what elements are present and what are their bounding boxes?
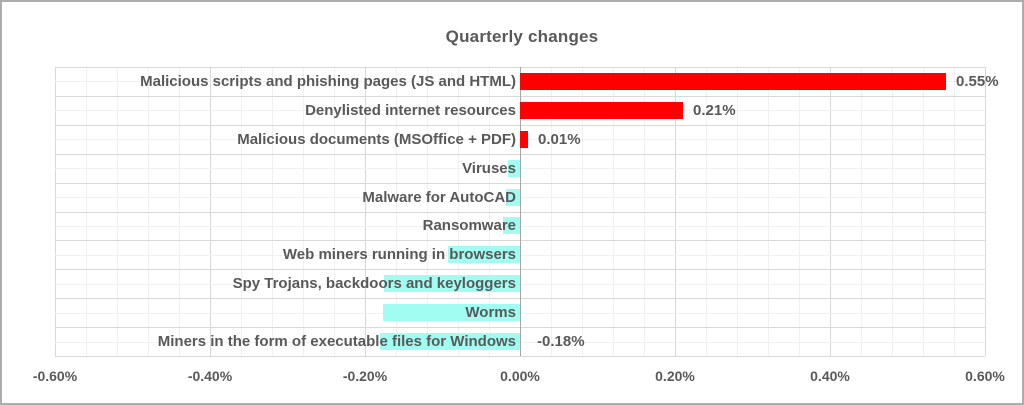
gridline-vertical-minor [706, 67, 707, 356]
gridline-vertical-minor [582, 67, 583, 356]
x-tick-label: -0.40% [187, 368, 233, 384]
gridline-vertical-minor [861, 67, 862, 356]
chart-bar [520, 102, 683, 119]
x-tick-label: 0.20% [655, 368, 695, 384]
category-label: Malicious scripts and phishing pages (JS… [140, 73, 516, 90]
gridline-vertical-minor [737, 67, 738, 356]
chart-bar [448, 246, 520, 263]
category-label: Worms [465, 304, 516, 321]
gridline-vertical-minor [272, 67, 273, 356]
gridline-vertical-major [985, 67, 986, 356]
chart-title: Quarterly changes [445, 27, 599, 46]
chart-bar [506, 189, 520, 206]
data-label: 0.01% [538, 131, 581, 148]
gridline-vertical-major [675, 67, 676, 356]
gridline-vertical-minor [489, 67, 490, 356]
gridline-vertical-minor [644, 67, 645, 356]
category-label: Viruses [462, 160, 516, 177]
x-tick-label: 0.00% [500, 368, 540, 384]
gridline-vertical-minor [768, 67, 769, 356]
chart-bar [520, 73, 946, 90]
gridline-vertical-minor [923, 67, 924, 356]
x-tick-label: -0.60% [32, 368, 78, 384]
category-label: Malware for AutoCAD [362, 189, 516, 206]
x-tick-label: -0.20% [342, 368, 388, 384]
gridline-vertical-minor [613, 67, 614, 356]
data-label: -0.18% [537, 333, 585, 350]
gridline-vertical-minor [148, 67, 149, 356]
gridline-vertical-minor [117, 67, 118, 356]
category-label: Miners in the form of executable files f… [157, 333, 516, 350]
data-label: 0.55% [956, 73, 999, 90]
gridline-vertical-minor [799, 67, 800, 356]
gridline-vertical-minor [458, 67, 459, 356]
gridline-vertical-major [55, 67, 56, 356]
x-tick-label: 0.60% [965, 368, 1005, 384]
chart-bar [503, 217, 520, 234]
data-label: 0.21% [693, 102, 736, 119]
chart-bar [508, 160, 520, 177]
x-axis: -0.60% -0.40% -0.20% 0.00% 0.20% 0.40% 0.60% [2, 366, 1022, 390]
gridline-vertical-minor [334, 67, 335, 356]
gridline-vertical-major [830, 67, 831, 356]
chart-bar [520, 131, 528, 148]
gridline-vertical-minor [892, 67, 893, 356]
category-label: Spy Trojans, backdoors and keyloggers [232, 275, 516, 292]
gridline-vertical-minor [86, 67, 87, 356]
category-label: Ransomware [422, 217, 516, 234]
gridline-vertical-minor [427, 67, 428, 356]
gridline-horizontal-major [55, 356, 985, 357]
gridline-vertical-minor [551, 67, 552, 356]
gridline-vertical-minor [241, 67, 242, 356]
gridline-vertical-minor [396, 67, 397, 356]
category-label: Web miners running in browsers [282, 246, 516, 263]
zero-axis-line [520, 67, 521, 356]
gridline-vertical-minor [303, 67, 304, 356]
chart-bar [380, 333, 520, 350]
category-label: Malicious documents (MSOffice + PDF) [237, 131, 516, 148]
gridline-vertical-minor [954, 67, 955, 356]
x-tick-label: 0.40% [810, 368, 850, 384]
chart-bar [383, 304, 520, 321]
plot-area: Malicious scripts and phishing pages (JS… [55, 67, 999, 357]
gridline-vertical-major [210, 67, 211, 356]
category-label: Denylisted internet resources [305, 102, 516, 119]
chart-bar [384, 275, 520, 292]
gridline-vertical-minor [179, 67, 180, 356]
gridline-vertical-major [365, 67, 366, 356]
